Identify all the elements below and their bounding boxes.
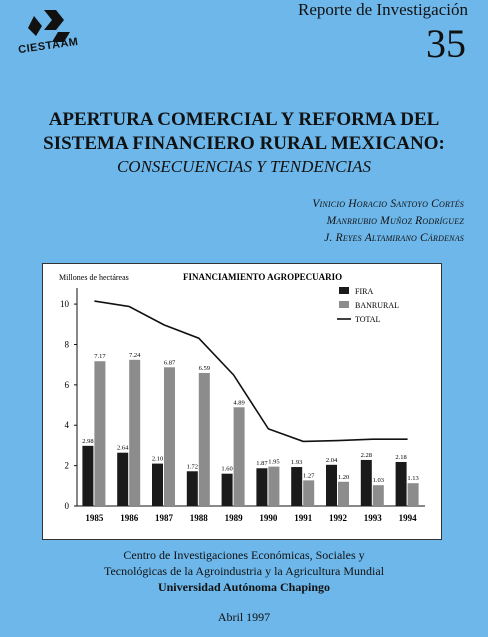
bar-data-label: 1.13 — [407, 475, 418, 482]
bar-data-label: 2.04 — [326, 457, 338, 464]
bar-data-label: 6.59 — [199, 365, 210, 372]
bar-fira — [326, 464, 337, 506]
author-2: Manrrubio Muñoz Rodríguez — [326, 215, 464, 227]
bar-data-label: 1.60 — [221, 466, 232, 473]
bar-data-label: 1.72 — [187, 463, 198, 470]
bar-banrural — [268, 466, 280, 506]
y-tick-label: 6 — [65, 380, 70, 390]
chart-ylabel: Millones de hectáreas — [59, 273, 129, 282]
y-tick-label: 10 — [60, 299, 70, 309]
publication-date: Abril 1997 — [217, 610, 271, 624]
bar-data-label: 2.64 — [117, 445, 129, 452]
bar-fira — [186, 471, 198, 506]
author-1: Vinicio Horacio Santoyo Cortés — [312, 198, 464, 210]
author-3: J. Reyes Altamirano Cárdenas — [324, 232, 464, 244]
x-tick-label: 1992 — [329, 513, 348, 523]
legend-label-total: TOTAL — [355, 315, 381, 324]
bar-fira — [152, 463, 163, 506]
bar-banrural — [129, 359, 141, 506]
bar-fira — [82, 445, 94, 506]
series-label: Reporte de Investigación — [298, 0, 468, 19]
x-tick-label: 1989 — [225, 513, 244, 523]
financing-chart: Millones de hectáreas FINANCIAMIENTO AGR… — [59, 272, 425, 523]
x-tick-label: 1990 — [259, 513, 278, 523]
legend-label-fira: FIRA — [355, 287, 373, 296]
bar-data-label: 1.03 — [373, 477, 384, 484]
bar-banrural — [303, 480, 315, 506]
university-name: Universidad Autónoma Chapingo — [157, 580, 331, 594]
bar-data-label: 7.24 — [129, 352, 141, 359]
bar-fira — [117, 452, 129, 506]
bar-fira — [221, 473, 233, 506]
bar-banrural — [94, 361, 106, 506]
institution-line-2: Tecnológicas de la Agroindustria y la Ag… — [103, 564, 385, 578]
y-tick-label: 2 — [65, 461, 70, 471]
bar-banrural — [372, 485, 384, 506]
legend-label-banrural: BANRURAL — [355, 301, 399, 310]
institution-line-1: Centro de Investigaciones Económicas, So… — [123, 548, 365, 562]
bar-data-label: 4.89 — [233, 399, 244, 406]
x-tick-label: 1994 — [399, 513, 418, 523]
bar-data-label: 1.27 — [303, 472, 315, 479]
bar-data-label: 6.87 — [164, 359, 176, 366]
x-tick-label: 1985 — [85, 513, 104, 523]
bar-banrural — [198, 372, 210, 506]
bar-fira — [256, 468, 268, 506]
series-number: 35 — [426, 21, 466, 66]
bar-fira — [291, 467, 303, 506]
x-tick-label: 1988 — [190, 513, 209, 523]
x-tick-label: 1986 — [120, 513, 139, 523]
legend-swatch-banrural — [339, 301, 349, 308]
bar-fira — [395, 461, 407, 506]
x-tick-label: 1991 — [294, 513, 313, 523]
bar-banrural — [233, 407, 245, 506]
bar-data-label: 2.18 — [395, 454, 406, 461]
bar-fira — [360, 459, 372, 506]
y-tick-label: 4 — [65, 420, 70, 430]
ciestaam-logo — [28, 10, 70, 42]
title-line-1: APERTURA COMERCIAL Y REFORMA DEL — [48, 109, 440, 130]
bar-data-label: 1.87 — [256, 460, 268, 467]
chart-title: FINANCIAMIENTO AGROPECUARIO — [183, 272, 342, 282]
bar-banrural — [164, 367, 175, 506]
bar-data-label: 2.98 — [82, 438, 93, 445]
bar-data-label: 1.93 — [291, 459, 302, 466]
legend-swatch-fira — [339, 287, 349, 294]
bar-data-label: 2.28 — [361, 452, 372, 459]
x-tick-label: 1987 — [155, 513, 174, 523]
bar-banrural — [407, 483, 419, 506]
bar-data-label: 1.95 — [268, 459, 279, 466]
chart-frame: Millones de hectáreas FINANCIAMIENTO AGR… — [42, 263, 442, 540]
subtitle: CONSECUENCIAS Y TENDENCIAS — [116, 157, 372, 176]
title-line-2: SISTEMA FINANCIERO RURAL MEXICANO: — [43, 133, 445, 154]
bar-data-label: 2.10 — [152, 456, 163, 463]
y-tick-label: 0 — [65, 501, 70, 511]
bar-banrural — [338, 481, 349, 506]
total-line — [94, 300, 408, 443]
y-tick-label: 8 — [65, 339, 70, 349]
bar-data-label: 1.20 — [338, 474, 349, 481]
bar-data-label: 7.17 — [94, 353, 106, 360]
x-tick-label: 1993 — [364, 513, 383, 523]
